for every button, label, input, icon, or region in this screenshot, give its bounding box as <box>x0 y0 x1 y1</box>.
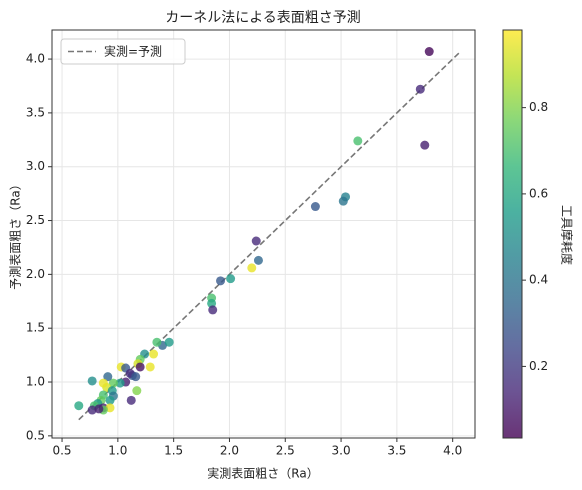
colorbar-tick-label: 0.6 <box>529 186 548 200</box>
point <box>253 255 263 265</box>
point <box>216 276 226 286</box>
legend-box <box>60 38 186 65</box>
plot-frame <box>51 29 476 439</box>
point <box>103 372 113 382</box>
x-tick-label: 3.5 <box>387 444 406 458</box>
point <box>145 362 155 372</box>
point <box>251 236 261 246</box>
point <box>152 337 162 347</box>
y-tick-label: 1.5 <box>26 321 45 335</box>
point <box>415 84 425 94</box>
x-tick-label: 3.0 <box>332 444 351 458</box>
point <box>131 372 141 382</box>
point <box>208 305 218 315</box>
point <box>135 362 145 372</box>
colorbar-label: 工具摩耗度 <box>560 205 575 265</box>
y-tick-label: 2.0 <box>26 267 45 281</box>
y-tick-label: 1.0 <box>26 375 45 389</box>
x-tick-label: 1.0 <box>108 444 127 458</box>
y-tick-label: 2.5 <box>26 213 45 227</box>
point <box>126 395 136 405</box>
point <box>87 405 97 415</box>
point <box>424 47 434 57</box>
x-tick-label: 0.5 <box>52 444 71 458</box>
point <box>420 140 430 150</box>
colorbar-tick-label: 0.2 <box>529 359 548 373</box>
point <box>226 274 236 284</box>
y-tick-label: 3.5 <box>26 105 45 119</box>
colorbar-tick-label: 0.4 <box>529 273 548 287</box>
x-tick-label: 1.5 <box>164 444 183 458</box>
point <box>338 196 348 206</box>
point <box>108 378 118 388</box>
x-tick-label: 2.5 <box>276 444 295 458</box>
x-tick-label: 4.0 <box>443 444 462 458</box>
y-tick-label: 3.0 <box>26 159 45 173</box>
point <box>105 395 115 405</box>
colorbar <box>502 29 523 439</box>
reference-line <box>78 50 462 421</box>
point <box>115 378 125 388</box>
point <box>98 378 108 388</box>
y-tick-label: 4.0 <box>26 52 45 66</box>
point <box>94 404 104 414</box>
x-tick-label: 2.0 <box>220 444 239 458</box>
y-tick-label: 0.5 <box>26 428 45 442</box>
point <box>132 386 142 396</box>
point <box>164 337 174 347</box>
point <box>149 349 159 359</box>
colorbar-tick-label: 0.8 <box>529 100 548 114</box>
point <box>247 263 257 273</box>
chart-title: カーネル法による表面粗さ予測 <box>165 10 361 26</box>
point <box>87 376 97 386</box>
point <box>353 136 363 146</box>
point <box>74 401 84 411</box>
legend-label: 実測=予測 <box>104 44 162 59</box>
x-axis-label: 実測表面粗さ（Ra） <box>207 466 318 481</box>
point <box>310 202 320 212</box>
y-axis-label: 予測表面粗さ（Ra） <box>9 178 23 289</box>
